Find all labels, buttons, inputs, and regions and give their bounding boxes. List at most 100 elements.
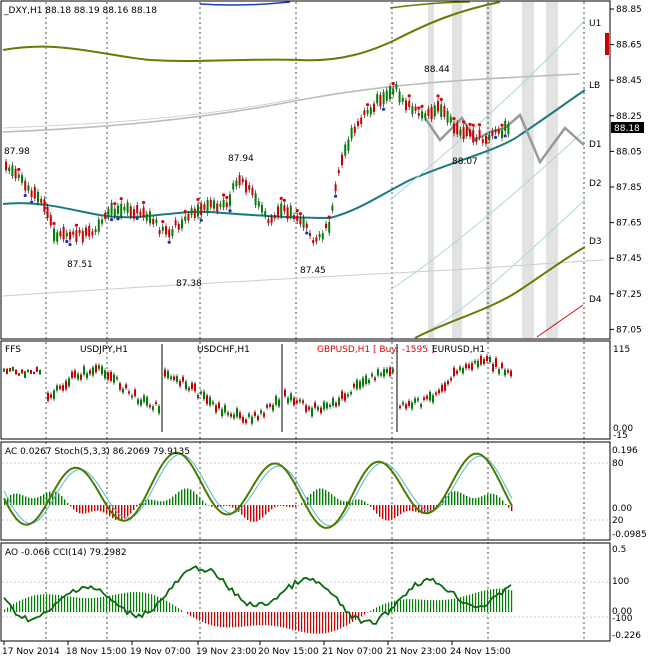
fx-body [50,394,52,398]
candle-body [69,231,71,240]
ac-bar [337,498,339,505]
fx-body [480,355,482,365]
ao-bar [265,612,267,626]
price-label: 88.85 [616,5,642,15]
fx-mini-charts: USDJPY,H1 USDCHF,H1 GBPUSD,H1 [ Buy: -1595… [3,344,512,432]
ao-bar [406,599,408,612]
ao-bar [493,588,495,612]
candle-body [267,219,270,224]
ac-bar [352,500,354,505]
ac-bar [331,494,333,505]
stoch-scale-label: 0.196 [612,446,638,456]
fx-body [362,377,364,387]
candle-body [446,111,449,123]
ao-bar [364,612,366,615]
ao-bar [469,594,471,612]
ao-bar [280,612,282,628]
fx-body [453,367,455,376]
cyan-guide-1 [389,19,586,201]
ac-bar [46,492,48,505]
price-candles [5,81,510,247]
candle-body [504,120,507,131]
ac-bar [172,496,174,505]
fx-body [308,406,310,410]
candle-body [136,205,139,214]
time-label: 19 Nov 23:00 [196,647,257,657]
annotation-label: 87.98 [4,147,30,157]
ao-bar [160,597,162,612]
ao-bar [460,597,462,612]
fx-body [347,394,349,397]
ao-bar [505,589,507,612]
candle-body [206,199,209,213]
fx-body [495,358,497,368]
candle-body [11,165,14,177]
ao-bar [103,596,105,612]
ac-bar [79,505,81,514]
fx-body [74,370,76,378]
ao-bar [205,612,207,624]
candle-body [193,208,196,218]
fx-body [80,374,82,380]
fx-body [56,385,58,391]
fractal-up [391,82,395,86]
fx-body [365,375,367,384]
ac-bar [499,497,501,505]
cci-scale: 0.5 100 0.00-100 -0.226 [612,545,641,641]
fx-body [510,370,512,377]
candle-body [286,207,289,220]
time-axis: 17 Nov 2014 18 Nov 15:00 19 Nov 07:00 19 No… [2,641,511,657]
candle-body [465,126,468,136]
ac-bar [97,505,99,511]
candle-body [133,209,135,219]
fx-body [143,395,145,402]
ac-bar [382,505,384,519]
fx-body [140,399,142,406]
fx-body [290,393,292,401]
candle-body [232,183,235,190]
ac-bar [22,495,24,505]
candle-body [379,94,382,107]
time-label: 18 Nov 15:00 [66,647,127,657]
ac-bar [187,488,189,505]
ac-bar [403,505,405,513]
ao-bar [337,612,339,630]
ao-bar [163,599,165,612]
olive-top [389,1,471,9]
ao-bar [307,612,309,633]
candle-body [485,135,487,144]
candle-body [357,121,359,126]
ac-bar [391,505,393,520]
candle-body [369,107,372,115]
ao-bar [211,612,213,626]
ao-bar [145,592,147,612]
ac-bar [160,501,162,505]
ao-bar [454,598,456,612]
candle-body [171,228,174,236]
cci-scale-label: 0.00 [612,607,632,617]
fx-body [33,371,35,375]
fx-body [429,391,431,401]
ac-bar [343,501,345,505]
ao-bar [511,590,513,612]
cyan-guide-3 [429,199,586,331]
fx-body [441,384,443,392]
ao-bar [292,612,294,630]
candle-body [129,206,132,217]
fx-body [350,391,352,395]
ao-bar [325,612,327,634]
candle-body [17,174,20,178]
ao-bar [64,595,66,612]
candle-body [280,203,283,217]
lower-envelope [414,246,586,339]
fx-body [411,402,413,409]
candle-body [469,129,471,137]
ao-bar [70,596,72,612]
candle-body [497,128,500,134]
fractal-up [119,197,123,201]
ao-bar [13,603,15,612]
candle-body [91,231,94,236]
candle-body [417,113,420,117]
ac-bar [289,505,291,508]
